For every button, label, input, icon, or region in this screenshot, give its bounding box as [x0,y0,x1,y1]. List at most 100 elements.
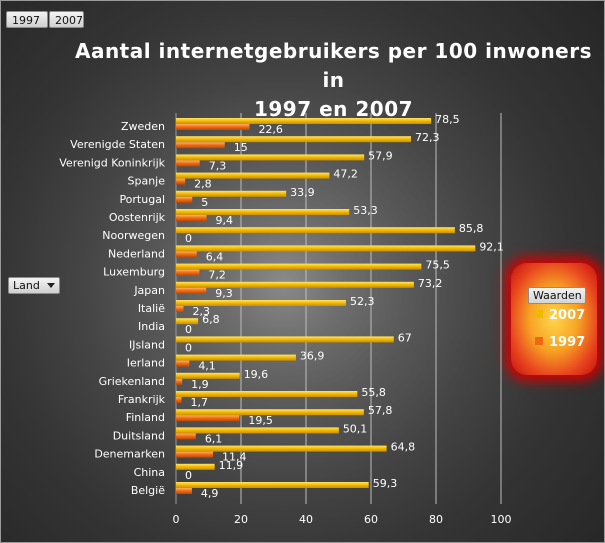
category-label: Portugal [119,193,165,206]
legend-swatch-2007 [535,310,543,318]
bar-2007 [176,172,330,179]
category-label: België [131,484,165,497]
bar-1997 [176,215,207,221]
category-label: Oostenrijk [109,211,166,224]
bar-1997 [176,488,192,494]
chart-title-line-2: 1997 en 2007 [253,97,414,121]
category-label: Verenigd Koninkrijk [59,156,165,169]
legend-item-2007: 2007 [535,308,585,324]
bar-1997 [176,378,183,385]
legend-label-2007: 2007 [549,308,586,323]
bar-1997 [176,415,240,422]
data-label-1997: 1,7 [191,396,209,409]
legend-glow-background [511,263,597,375]
bar-2007 [176,482,369,488]
data-label-2007: 64,8 [391,441,416,454]
bar-1997 [176,124,250,130]
column-field-button-1997[interactable]: 1997 [6,11,48,28]
data-label-2007: 57,8 [368,404,393,417]
data-label-2007: 53,3 [353,204,378,217]
bar-2007 [176,391,358,397]
category-label: Finland [126,411,165,424]
category-label: Japan [133,284,165,297]
data-label-1997: 2,8 [194,178,212,191]
row-field-label: Land [13,279,40,292]
bar-2007 [176,409,364,416]
data-label-2007: 55,8 [361,386,386,399]
category-label: Denemarken [94,448,165,461]
category-label: China [134,466,165,479]
legend-field-button-waarden[interactable]: Waarden [528,287,586,304]
bar-1997 [176,397,182,403]
x-tick-label: 40 [299,513,313,526]
data-label-2007: 67 [398,331,412,344]
x-tick-label: 100 [491,513,512,526]
data-label-2007: 11,9 [219,459,244,472]
category-label: India [138,320,165,333]
data-label-1997: 0 [185,341,192,354]
data-label-2007: 72,3 [415,131,440,144]
bar-1997 [176,360,190,367]
category-label: Noorwegen [102,229,165,242]
data-label-1997: 5 [201,196,208,209]
bar-2007 [176,336,394,343]
x-tick-label: 20 [234,513,248,526]
data-label-1997: 0 [185,232,192,245]
bar-2007 [176,190,287,197]
bar-1997 [176,287,207,294]
data-label-2007: 85,8 [459,222,484,235]
bar-2007 [176,227,455,234]
bar-2007 [176,463,215,470]
category-label: Nederland [108,247,165,260]
data-label-1997: 6,4 [206,250,224,263]
x-tick-label: 60 [364,513,378,526]
data-label-1997: 15 [234,141,248,154]
bar-1997 [176,306,184,312]
data-label-1997: 0 [185,469,192,482]
data-label-1997: 9,3 [215,287,233,300]
data-label-1997: 2,3 [192,305,210,318]
category-label: Griekenland [99,375,165,388]
legend-item-1997: 1997 [535,335,585,351]
data-label-2007: 75,5 [425,259,450,272]
data-label-1997: 22,6 [258,123,283,136]
bar-2007 [176,263,422,270]
data-label-2007: 59,3 [373,477,398,490]
category-label: Ierland [127,357,165,370]
category-label: Duitsland [113,429,165,442]
bar-2007 [176,209,350,215]
data-label-2007: 92,1 [479,240,504,253]
row-field-button-land[interactable]: Land [8,277,60,294]
bar-2007 [176,427,339,434]
category-label: Italië [138,302,165,315]
data-label-1997: 4,9 [201,487,219,500]
bar-2007 [176,300,346,306]
data-label-1997: 9,4 [216,214,234,227]
data-label-2007: 47,2 [333,168,358,181]
bar-1997 [176,196,193,203]
data-label-1997: 19,5 [248,414,273,427]
data-label-2007: 33,9 [290,186,315,199]
category-label: Verenigde Staten [70,138,165,151]
data-label-2007: 50,1 [343,422,368,435]
bar-2007 [176,318,199,325]
column-field-button-2007[interactable]: 2007 [49,11,84,28]
data-label-1997: 7,2 [208,269,226,282]
chevron-down-icon[interactable] [47,283,55,288]
bar-1997 [176,451,214,458]
legend-swatch-1997 [535,337,543,345]
data-label-1997: 1,9 [191,378,209,391]
bar-1997 [176,178,186,185]
data-label-2007: 36,9 [300,350,325,363]
chart-title-line-1: Aantal internetgebruikers per 100 inwone… [74,39,593,92]
bar-2007 [176,445,387,452]
data-label-1997: 7,3 [209,159,227,172]
bar-2007 [176,154,365,161]
data-label-1997: 0 [185,323,192,336]
category-label: Zweden [121,120,165,133]
bar-1997 [176,433,196,440]
data-label-2007: 78,5 [435,113,460,126]
data-label-1997: 11,4 [222,451,247,464]
